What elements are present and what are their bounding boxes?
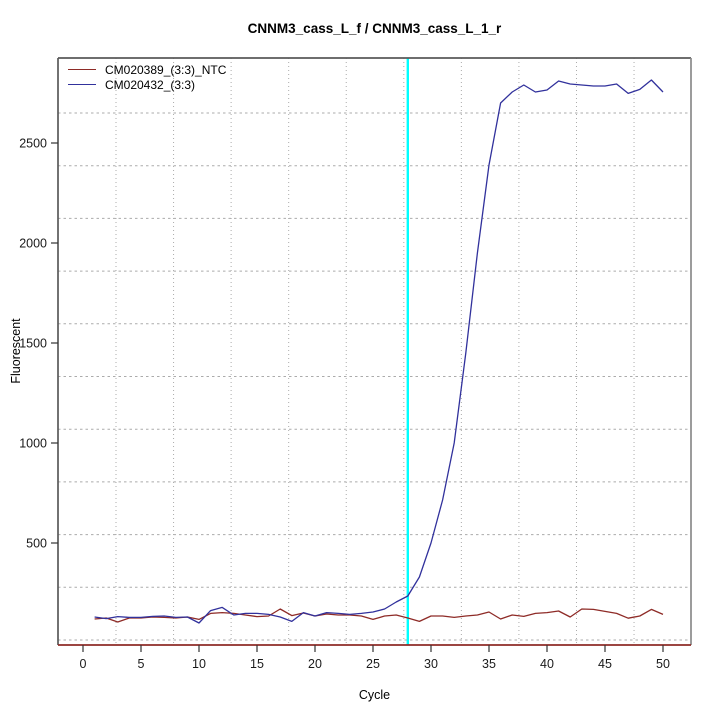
legend-label-ntc: CM020389_(3:3)_NTC bbox=[105, 62, 227, 77]
legend-entry-ntc: CM020389_(3:3)_NTC bbox=[68, 62, 226, 77]
y-tick-label: 1000 bbox=[19, 437, 47, 451]
x-tick-label: 40 bbox=[540, 657, 554, 671]
x-tick-label: 45 bbox=[598, 657, 612, 671]
x-tick-label: 25 bbox=[366, 657, 380, 671]
x-tick-label: 0 bbox=[80, 657, 87, 671]
x-tick-label: 10 bbox=[192, 657, 206, 671]
ntc-line-swatch bbox=[68, 69, 96, 70]
x-tick-label: 5 bbox=[138, 657, 145, 671]
y-tick-label: 1500 bbox=[19, 337, 47, 351]
legend-label-sample: CM020432_(3:3) bbox=[105, 77, 196, 92]
y-tick-label: 500 bbox=[26, 537, 47, 551]
sample-curve bbox=[94, 79, 664, 624]
x-tick-label: 15 bbox=[250, 657, 264, 671]
y-axis-title: Fluorescent bbox=[9, 318, 23, 384]
x-axis-title: Cycle bbox=[358, 688, 391, 702]
y-tick-label: 2000 bbox=[19, 237, 47, 251]
legend: CM020389_(3:3)_NTC CM020432_(3:3) bbox=[68, 62, 226, 92]
x-tick-label: 35 bbox=[482, 657, 496, 671]
legend-entry-sample: CM020432_(3:3) bbox=[68, 77, 226, 92]
chart-title: CNNM3_cass_L_f / CNNM3_cass_L_1_r bbox=[247, 21, 502, 36]
x-tick-label: 50 bbox=[656, 657, 670, 671]
sample-line-swatch bbox=[68, 84, 96, 85]
x-tick-label: 20 bbox=[308, 657, 322, 671]
y-tick-label: 2500 bbox=[19, 137, 47, 151]
x-tick-label: 30 bbox=[424, 657, 438, 671]
